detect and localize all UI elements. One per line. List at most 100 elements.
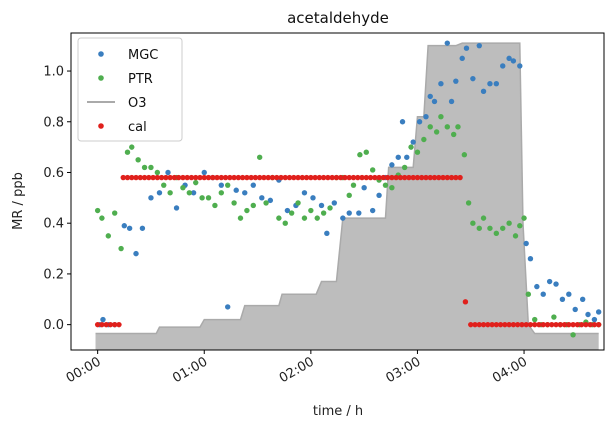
cal-point bbox=[549, 321, 555, 328]
mgc-point bbox=[318, 202, 325, 209]
cal-point bbox=[419, 174, 425, 181]
mgc-point bbox=[156, 190, 163, 196]
ptr-point bbox=[118, 245, 124, 252]
cal-point bbox=[158, 174, 165, 181]
cal-point bbox=[167, 174, 173, 181]
cal-point bbox=[333, 174, 340, 181]
mgc-point bbox=[301, 190, 308, 196]
mgc-point bbox=[218, 182, 225, 188]
cal-point bbox=[574, 321, 581, 328]
cal-point bbox=[406, 174, 412, 181]
ptr-point bbox=[389, 184, 395, 191]
cal-point bbox=[129, 174, 135, 181]
y-tick-label: 0.0 bbox=[43, 318, 64, 333]
ptr-point bbox=[105, 233, 112, 239]
ptr-point bbox=[256, 154, 263, 160]
cal-point bbox=[146, 174, 152, 181]
cal-point bbox=[329, 174, 335, 181]
ptr-point bbox=[363, 149, 369, 155]
ptr-point bbox=[288, 210, 295, 216]
o3-line bbox=[95, 42, 599, 335]
ptr-point bbox=[521, 215, 527, 221]
y-tick-label: 0.8 bbox=[43, 115, 64, 130]
cal-point bbox=[393, 174, 399, 181]
legend-swatch-ptr bbox=[98, 75, 104, 81]
cal-point bbox=[570, 321, 576, 328]
cal-point bbox=[137, 174, 143, 181]
cal-point bbox=[523, 321, 529, 328]
ptr-point bbox=[369, 167, 376, 173]
cal-point bbox=[480, 321, 487, 328]
series-o3 bbox=[95, 42, 599, 350]
ptr-point bbox=[500, 225, 506, 231]
ptr-point bbox=[282, 220, 288, 226]
mgc-point bbox=[395, 154, 401, 160]
cal-point bbox=[389, 174, 395, 181]
cal-point bbox=[265, 174, 271, 181]
ptr-point bbox=[99, 215, 105, 221]
mgc-point bbox=[506, 55, 512, 62]
o3-area-fill bbox=[95, 43, 599, 350]
mgc-point bbox=[173, 205, 180, 211]
mgc-point bbox=[410, 139, 416, 145]
cal-point bbox=[410, 174, 416, 181]
cal-point bbox=[205, 174, 212, 181]
mgc-point bbox=[190, 190, 197, 196]
cal-point bbox=[171, 174, 178, 181]
ptr-point bbox=[450, 131, 457, 138]
mgc-point bbox=[310, 195, 316, 201]
ptr-point bbox=[438, 113, 444, 120]
cal-point bbox=[414, 174, 421, 181]
ptr-point bbox=[408, 144, 414, 150]
legend-item-cal: cal bbox=[98, 120, 147, 135]
ptr-point bbox=[350, 182, 357, 188]
mgc-point bbox=[242, 190, 248, 196]
mgc-point bbox=[284, 207, 291, 214]
ptr-point bbox=[487, 225, 493, 231]
cal-point bbox=[197, 174, 203, 181]
cal-point bbox=[112, 321, 118, 328]
cal-point bbox=[120, 174, 126, 181]
cal-point bbox=[444, 174, 450, 181]
ptr-point bbox=[320, 210, 327, 216]
mgc-point bbox=[517, 63, 523, 69]
legend-item-o3: O3 bbox=[87, 96, 147, 111]
mgc-point bbox=[121, 223, 128, 229]
ptr-point bbox=[193, 179, 199, 186]
mgc-point bbox=[459, 55, 465, 62]
ptr-point bbox=[455, 124, 461, 130]
ptr-point bbox=[461, 152, 468, 158]
mgc-point bbox=[431, 98, 438, 105]
mgc-point bbox=[250, 182, 256, 188]
cal-point bbox=[252, 174, 259, 181]
mgc-point bbox=[133, 250, 139, 257]
ptr-point bbox=[237, 215, 244, 221]
mgc-point bbox=[579, 296, 586, 302]
mgc-point bbox=[399, 119, 406, 125]
cal-point bbox=[544, 321, 551, 328]
ptr-point bbox=[250, 202, 256, 209]
mgc-point bbox=[480, 88, 487, 95]
mgc-point bbox=[148, 195, 154, 201]
cal-point bbox=[376, 174, 382, 181]
ptr-point bbox=[382, 182, 389, 188]
cal-point bbox=[536, 321, 542, 328]
cal-point bbox=[346, 174, 352, 181]
cal-point bbox=[325, 174, 331, 181]
mgc-point bbox=[404, 154, 410, 160]
ptr-point bbox=[551, 314, 557, 320]
cal-point bbox=[485, 321, 491, 328]
ptr-point bbox=[357, 152, 363, 158]
mgc-point bbox=[438, 81, 444, 87]
ptr-point bbox=[112, 210, 118, 216]
ptr-point bbox=[199, 195, 205, 201]
cal-point bbox=[527, 321, 534, 328]
mgc-point bbox=[500, 63, 506, 69]
cal-point bbox=[540, 321, 546, 328]
cal-point bbox=[591, 321, 598, 328]
legend-item-ptr: PTR bbox=[98, 72, 153, 87]
cal-point bbox=[423, 174, 429, 181]
mgc-point bbox=[470, 75, 476, 82]
legend-label-mgc: MGC bbox=[128, 48, 158, 63]
